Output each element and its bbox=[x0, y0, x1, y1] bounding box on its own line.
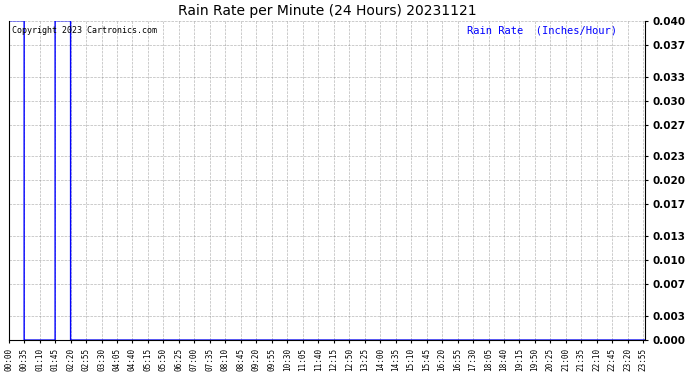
Text: Rain Rate  (Inches/Hour): Rain Rate (Inches/Hour) bbox=[467, 26, 617, 36]
Text: Copyright 2023 Cartronics.com: Copyright 2023 Cartronics.com bbox=[12, 26, 157, 34]
Title: Rain Rate per Minute (24 Hours) 20231121: Rain Rate per Minute (24 Hours) 20231121 bbox=[177, 4, 476, 18]
